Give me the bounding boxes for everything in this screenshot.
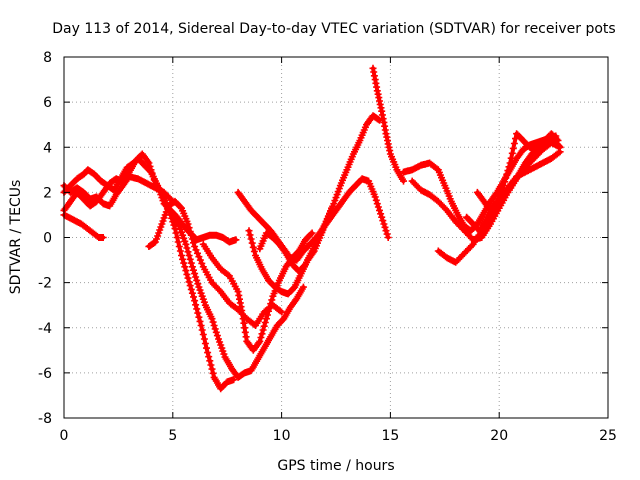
axis-ticks	[63, 56, 609, 419]
series-arc-10	[256, 204, 336, 275]
series-arc-16	[473, 130, 560, 214]
x-tick-labels: 0 5 10 15 20 25	[60, 428, 617, 444]
chart-title: Day 113 of 2014, Sidereal Day-to-day VTE…	[52, 21, 615, 37]
x-tick-label: 0	[60, 428, 69, 444]
x-tick-label: 15	[381, 428, 399, 444]
y-tick-label: 6	[43, 95, 52, 111]
y-tick-label: -2	[38, 276, 52, 292]
series-arc-6	[169, 211, 307, 381]
x-axis-label: GPS time / hours	[277, 458, 394, 474]
series-group	[60, 64, 564, 393]
y-tick-label: -8	[38, 411, 52, 427]
y-tick-label: -4	[38, 321, 52, 337]
y-tick-label: 2	[43, 185, 52, 201]
series-plus-markers	[169, 211, 307, 381]
series-plus-markers	[60, 211, 107, 241]
x-tick-label: 10	[273, 428, 291, 444]
series-arc-13	[408, 139, 564, 244]
x-tick-label: 5	[168, 428, 177, 444]
y-tick-label: 0	[43, 231, 52, 247]
series-plus-markers	[408, 139, 564, 244]
y-tick-label: 4	[43, 140, 52, 156]
y-tick-label: 8	[43, 50, 52, 66]
series-plus-markers	[473, 130, 560, 214]
y-axis-label: SDTVAR / TECUs	[8, 180, 24, 295]
grid-lines	[64, 57, 608, 418]
series-plus-markers	[369, 64, 407, 185]
series-plus-markers	[245, 112, 383, 298]
x-tick-label: 25	[599, 428, 617, 444]
y-tick-label: -6	[38, 366, 52, 382]
series-line	[371, 66, 406, 184]
series-plus-markers	[256, 204, 336, 275]
series-arc-3	[60, 211, 107, 241]
x-tick-label: 20	[490, 428, 508, 444]
series-arc-11	[369, 64, 407, 185]
series-arc-9	[245, 112, 383, 298]
y-tick-labels: -8 -6 -4 -2 0 2 4 6 8	[38, 50, 52, 427]
